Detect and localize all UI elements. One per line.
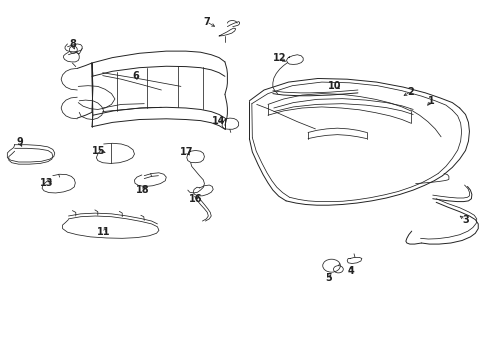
Text: 12: 12 [272, 53, 286, 63]
Text: 14: 14 [212, 116, 225, 126]
Text: 16: 16 [188, 194, 202, 204]
Text: 9: 9 [16, 137, 23, 147]
Text: 18: 18 [136, 185, 149, 195]
Text: 11: 11 [97, 227, 110, 237]
Text: 5: 5 [325, 273, 332, 283]
Text: 4: 4 [347, 266, 354, 276]
Text: 2: 2 [407, 87, 413, 97]
Text: 3: 3 [461, 215, 468, 225]
Text: 15: 15 [92, 146, 105, 156]
Text: 6: 6 [132, 71, 139, 81]
Text: 17: 17 [180, 147, 193, 157]
Text: 10: 10 [327, 81, 341, 91]
Text: 7: 7 [203, 17, 209, 27]
Text: 1: 1 [427, 96, 434, 106]
Text: 8: 8 [69, 39, 76, 49]
Text: 13: 13 [40, 178, 54, 188]
